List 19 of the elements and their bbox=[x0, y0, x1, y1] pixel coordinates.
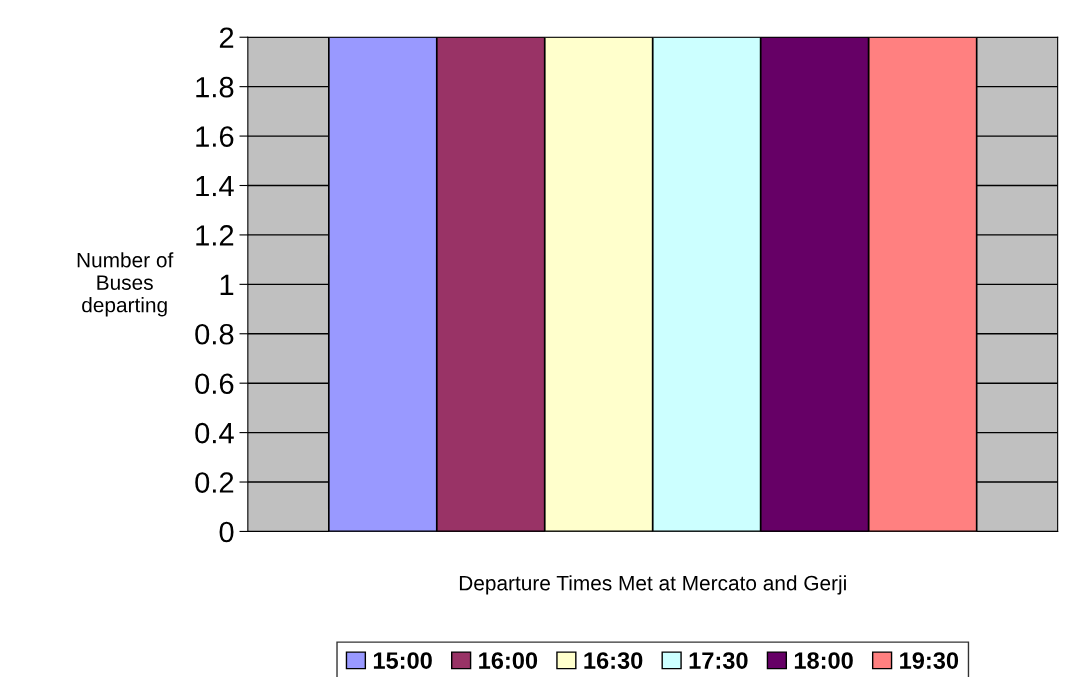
y-tick-label: 1.6 bbox=[196, 126, 234, 147]
y-tick-label: 0.4 bbox=[195, 422, 234, 444]
x-axis-title: Departure Times Met at Mercato and Gerji bbox=[459, 575, 846, 595]
y-tick-label: 0.6 bbox=[195, 373, 234, 395]
y-tick-label: 0.8 bbox=[195, 323, 234, 345]
y-tick-label: 0.2 bbox=[195, 472, 234, 493]
y-axis-title: Number of Buses departing bbox=[77, 252, 174, 317]
y-tick-label: 0 bbox=[219, 521, 234, 543]
legend-label: 18:00 bbox=[794, 652, 853, 669]
legend-label: 17:30 bbox=[689, 652, 748, 669]
y-tick-label: 1.8 bbox=[196, 76, 234, 98]
y-tick-label: 2 bbox=[219, 27, 234, 48]
legend-label: 15:00 bbox=[373, 652, 432, 669]
y-tick-label: 1 bbox=[220, 274, 234, 295]
y-tick-label: 1.2 bbox=[196, 225, 234, 246]
legend-label: 19:30 bbox=[900, 652, 959, 669]
legend-label: 16:00 bbox=[479, 652, 538, 669]
y-tick-label: 1.4 bbox=[196, 176, 234, 197]
legend-label: 16:30 bbox=[584, 652, 643, 669]
